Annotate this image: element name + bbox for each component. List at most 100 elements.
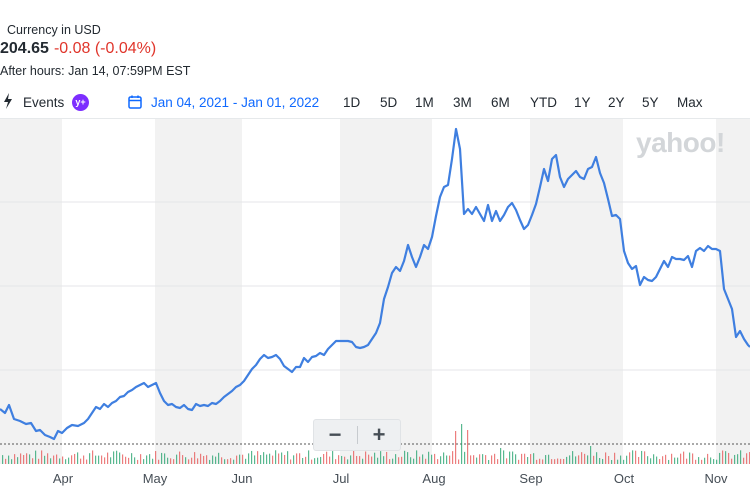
volume-bar — [539, 458, 541, 464]
volume-bar — [110, 457, 112, 464]
volume-bar — [365, 451, 367, 464]
volume-bar — [389, 459, 391, 464]
volume-bar — [650, 458, 652, 464]
x-tick-label: May — [143, 471, 168, 486]
volume-bar — [104, 457, 106, 464]
volume-bar — [323, 454, 325, 464]
volume-bar — [80, 458, 82, 464]
zoom-in-button[interactable]: + — [372, 422, 386, 447]
volume-bar — [344, 456, 346, 464]
volume-bar — [296, 453, 298, 464]
volume-bar — [512, 451, 514, 464]
volume-bar — [17, 457, 19, 464]
volume-bar — [710, 457, 712, 464]
volume-bar — [173, 459, 175, 464]
volume-bar — [473, 455, 475, 464]
volume-bar — [557, 458, 559, 464]
range-max[interactable]: Max — [677, 95, 703, 110]
volume-bar — [611, 459, 613, 464]
volume-bar — [248, 453, 250, 464]
range-1d[interactable]: 1D — [343, 95, 361, 110]
volume-bar — [302, 457, 304, 464]
volume-bar — [515, 454, 517, 464]
volume-bar — [485, 455, 487, 464]
volume-bar — [284, 454, 286, 464]
volume-bar — [11, 459, 13, 464]
date-range-selector[interactable]: Jan 04, 2021 - Jan 01, 2022 — [151, 95, 320, 110]
volume-bar — [254, 455, 256, 464]
volume-bar — [101, 455, 103, 464]
calendar-icon[interactable] — [128, 95, 142, 109]
volume-bar — [128, 457, 130, 464]
range-5y[interactable]: 5Y — [642, 95, 659, 110]
range-5d[interactable]: 5D — [380, 95, 398, 110]
volume-bar — [41, 450, 43, 464]
volume-bar — [158, 459, 160, 464]
volume-bar — [398, 457, 400, 464]
volume-bar — [593, 455, 595, 464]
toolbar-divider — [0, 118, 750, 119]
volume-bar — [674, 457, 676, 464]
range-1y[interactable]: 1Y — [574, 95, 591, 110]
events-button[interactable]: Events — [23, 95, 65, 110]
volume-bar — [5, 458, 7, 464]
volume-bar — [329, 456, 331, 464]
volume-bar — [266, 454, 268, 464]
volume-bar — [434, 453, 436, 464]
volume-bar — [536, 459, 538, 464]
volume-bar — [347, 459, 349, 464]
lightning-icon[interactable] — [3, 93, 13, 109]
volume-bar — [350, 455, 352, 464]
zoom-out-button[interactable]: − — [328, 422, 342, 447]
volume-bar — [455, 431, 457, 464]
volume-bar — [353, 450, 355, 464]
volume-bar — [431, 454, 433, 464]
volume-bar — [245, 458, 247, 464]
volume-bar — [554, 459, 556, 464]
volume-bar — [281, 452, 283, 464]
volume-bar — [599, 457, 601, 464]
volume-bar — [542, 459, 544, 464]
range-2y[interactable]: 2Y — [608, 95, 625, 110]
volume-bar — [47, 453, 49, 464]
range-3m[interactable]: 3M — [453, 95, 472, 110]
volume-bar — [77, 452, 79, 464]
volume-bar — [35, 450, 37, 464]
volume-bar — [647, 456, 649, 464]
volume-bar — [692, 453, 694, 464]
volume-bar — [386, 451, 388, 464]
volume-bar — [233, 459, 235, 464]
volume-bar — [563, 458, 565, 464]
volume-bar — [695, 459, 697, 464]
range-1m[interactable]: 1M — [415, 95, 434, 110]
volume-bar — [437, 459, 439, 464]
volume-bar — [53, 455, 55, 464]
volume-bar — [506, 458, 508, 464]
volume-bar — [686, 458, 688, 464]
range-6m[interactable]: 6M — [491, 95, 510, 110]
range-ytd[interactable]: YTD — [530, 95, 557, 110]
volume-bar — [2, 455, 4, 464]
volume-bar — [440, 456, 442, 464]
volume-bar — [377, 457, 379, 464]
volume-bar — [614, 452, 616, 464]
volume-bar — [50, 458, 52, 464]
volume-bar — [656, 456, 658, 464]
volume-bar — [119, 452, 121, 464]
yahoo-plus-badge[interactable]: y+ — [72, 94, 89, 111]
volume-bar — [200, 453, 202, 464]
volume-bar — [392, 458, 394, 464]
volume-bar — [152, 458, 154, 464]
volume-bar — [452, 451, 454, 464]
volume-bar — [509, 451, 511, 464]
volume-bar — [179, 451, 181, 464]
volume-bar — [275, 450, 277, 464]
volume-bar — [491, 455, 493, 464]
volume-bar — [665, 454, 667, 464]
x-tick-label: Aug — [422, 471, 445, 486]
price-chart[interactable]: Apr May Jun Jul Aug Sep Oct Nov — [0, 119, 750, 500]
volume-bar — [71, 455, 73, 464]
volume-bar — [155, 451, 157, 464]
volume-bar — [242, 454, 244, 464]
volume-bar — [176, 454, 178, 464]
